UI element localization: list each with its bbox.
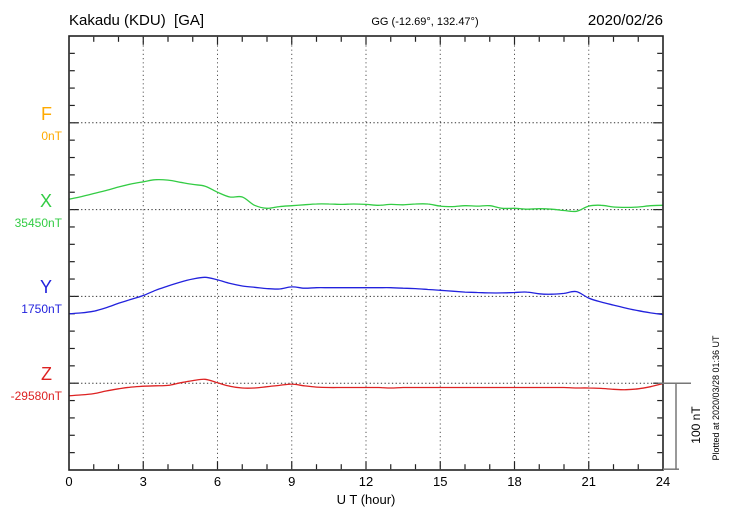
station-title: Kakadu (KDU) [GA] bbox=[69, 12, 205, 29]
x-axis-title: U T (hour) bbox=[336, 492, 396, 507]
hour-tick-label: 21 bbox=[581, 474, 596, 489]
component-baseline-value-Z: -29580nT bbox=[10, 389, 62, 404]
hour-tick-label: 12 bbox=[358, 474, 374, 489]
trace-Y bbox=[68, 276, 664, 316]
plot-date: 2020/02/26 bbox=[587, 12, 663, 29]
hour-tick-label: 3 bbox=[139, 474, 147, 489]
scale-bar-label: 100 nT bbox=[689, 406, 703, 444]
hour-tick-label: 0 bbox=[65, 474, 73, 489]
component-letter-F: F bbox=[41, 103, 52, 124]
hour-tick-label: 24 bbox=[655, 474, 671, 489]
plot-frame bbox=[68, 35, 664, 471]
plotted-timestamp-note: Plotted at 2020/03/28 01:36 UT bbox=[711, 335, 721, 461]
hour-tick-label: 6 bbox=[213, 474, 222, 489]
component-letter-X: X bbox=[39, 190, 52, 211]
component-baseline-value-X: 35450nT bbox=[14, 215, 62, 230]
hour-tick-label: 9 bbox=[288, 474, 296, 489]
trace-Z bbox=[68, 378, 664, 397]
component-letter-Z: Z bbox=[41, 364, 52, 385]
hour-tick-label: 18 bbox=[507, 474, 522, 489]
hour-tick-label: 15 bbox=[433, 474, 448, 489]
geo-coordinates: GG (-12.69°, 132.47°) bbox=[371, 16, 479, 28]
trace-X bbox=[68, 178, 664, 213]
component-letter-Y: Y bbox=[39, 277, 52, 298]
component-baseline-value-F: 0nT bbox=[41, 128, 62, 143]
component-baseline-value-Y: 1750nT bbox=[21, 302, 62, 317]
